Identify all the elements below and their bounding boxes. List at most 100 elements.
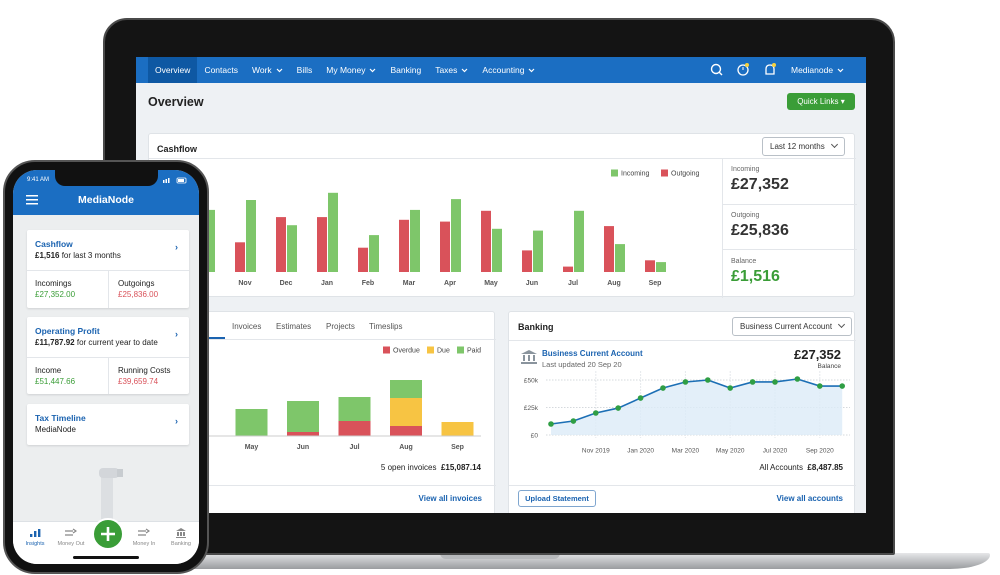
x-tick-label: Aug — [399, 444, 413, 451]
nav-item[interactable]: My Money — [319, 57, 383, 83]
bar — [205, 209, 215, 272]
x-tick-label: May 2020 — [716, 448, 745, 455]
profit-card[interactable]: Operating Profit £11,787.92 for current … — [27, 317, 189, 394]
x-tick-label: Feb — [362, 280, 374, 287]
card-amount: £1,516 — [35, 251, 60, 260]
tab-label[interactable]: Insights — [25, 541, 45, 547]
icon-part — [34, 531, 37, 537]
tab-icon[interactable] — [138, 528, 150, 538]
nav-label[interactable]: Bills — [296, 65, 313, 75]
cell-label: Income — [35, 366, 62, 375]
tab[interactable]: Invoices — [232, 322, 262, 331]
icon-part — [138, 528, 150, 536]
period-select[interactable]: Last 12 months — [762, 137, 845, 156]
nav-label[interactable]: Banking — [390, 65, 422, 75]
bar — [246, 200, 256, 272]
notifications-icon[interactable] — [762, 62, 778, 78]
chevron — [529, 68, 535, 72]
laptop-screen: Overview Contacts Work Bills My Money Banking… — [136, 57, 866, 513]
tax-card[interactable]: Tax Timeline MediaNode › — [27, 404, 189, 445]
cell-label: Outgoings — [118, 279, 155, 288]
x-tick-label: Jul 2020 — [763, 448, 788, 455]
nav-item[interactable]: Overview — [148, 57, 198, 83]
nav-label[interactable]: Overview — [155, 65, 191, 75]
bank-icon — [521, 350, 537, 364]
x-tick-label: May — [245, 444, 259, 451]
page-title: Overview — [148, 95, 204, 109]
nav-label[interactable]: Accounting — [482, 65, 525, 75]
chevron-path — [370, 68, 376, 72]
summary-value: £27,352 — [731, 176, 789, 193]
divider — [509, 340, 856, 341]
chevron: › — [175, 242, 178, 252]
user-menu[interactable]: Medianode — [784, 57, 851, 83]
nav-item[interactable]: Accounting — [475, 57, 542, 83]
quick-links-label[interactable]: Quick Links — [797, 97, 839, 106]
x-tick-label: Sep — [451, 444, 464, 451]
bar-segment — [390, 426, 422, 436]
divider — [509, 485, 856, 486]
last-updated: Last updated 20 Sep 20 — [542, 360, 622, 369]
x-tick-label: Jun — [297, 444, 309, 451]
nav-item[interactable]: Bills — [290, 57, 320, 83]
bar — [410, 209, 420, 272]
tab[interactable]: Projects — [326, 322, 355, 331]
bar-segment — [235, 409, 268, 436]
bar — [481, 210, 491, 272]
y-tick-label: £25k — [524, 405, 539, 412]
menu-icon[interactable] — [26, 195, 38, 205]
nav-item[interactable]: Work — [245, 57, 290, 83]
nav-label[interactable]: Taxes — [435, 65, 458, 75]
nav-label[interactable]: Work — [251, 65, 272, 75]
panel-title: Banking — [518, 322, 554, 332]
bar — [492, 228, 502, 272]
chevron — [837, 68, 844, 72]
all-accounts-label: All Accounts — [759, 463, 803, 472]
view-all-invoices[interactable]: View all invoices — [418, 494, 482, 503]
tab-icon[interactable] — [29, 528, 41, 538]
card-title[interactable]: Operating Profit — [35, 326, 100, 336]
tab-icon[interactable] — [175, 528, 187, 538]
chevron-path — [461, 68, 468, 72]
chevron — [461, 68, 468, 72]
nav-label[interactable]: Contacts — [204, 65, 238, 75]
view-all-accounts[interactable]: View all accounts — [776, 494, 843, 503]
nav-item[interactable]: Taxes — [428, 57, 475, 83]
account-select[interactable]: Business Current Account — [732, 317, 853, 336]
tab-label[interactable]: Money In — [132, 541, 156, 547]
bar — [615, 244, 625, 272]
tab-label[interactable]: Money Out — [57, 541, 85, 547]
card-amount: £11,787.92 — [35, 338, 75, 347]
period-label[interactable]: Last 12 months — [770, 142, 825, 151]
bar — [328, 192, 338, 272]
tab-icon[interactable] — [65, 528, 77, 538]
bar — [287, 225, 297, 272]
summary-value: £1,516 — [731, 268, 780, 285]
bar-segment — [338, 397, 371, 421]
nav-item[interactable]: Contacts — [197, 57, 245, 83]
tab-label[interactable]: Banking — [171, 541, 191, 547]
quick-links-button[interactable]: Quick Links ▾ — [787, 93, 855, 110]
account-link[interactable]: Business Current Account — [542, 349, 643, 358]
active-tab-underline — [201, 337, 225, 339]
bar — [533, 230, 543, 272]
tab[interactable]: Estimates — [276, 322, 312, 331]
card-title[interactable]: Cashflow — [35, 239, 73, 249]
upload-statement-button[interactable]: Upload Statement — [518, 490, 596, 507]
nav-item[interactable]: Banking — [383, 57, 428, 83]
card-title[interactable]: Tax Timeline — [35, 413, 86, 423]
bar — [276, 217, 286, 272]
bar — [369, 235, 379, 272]
tab[interactable]: Timeslips — [369, 322, 403, 331]
account-select-label[interactable]: Business Current Account — [740, 322, 833, 331]
user-name[interactable]: Medianode — [791, 65, 834, 75]
point — [570, 418, 577, 424]
nav-label[interactable]: My Money — [326, 65, 366, 75]
cashflow-card[interactable]: Cashflow £1,516 for last 3 months › Inco… — [27, 230, 189, 308]
bar — [358, 247, 368, 272]
add-button[interactable] — [92, 518, 124, 550]
x-tick-label: Jul — [349, 444, 359, 451]
summary-label: Incoming — [731, 166, 760, 173]
nav-icons[interactable] — [708, 62, 758, 78]
x-tick-label: Aug — [607, 280, 621, 287]
